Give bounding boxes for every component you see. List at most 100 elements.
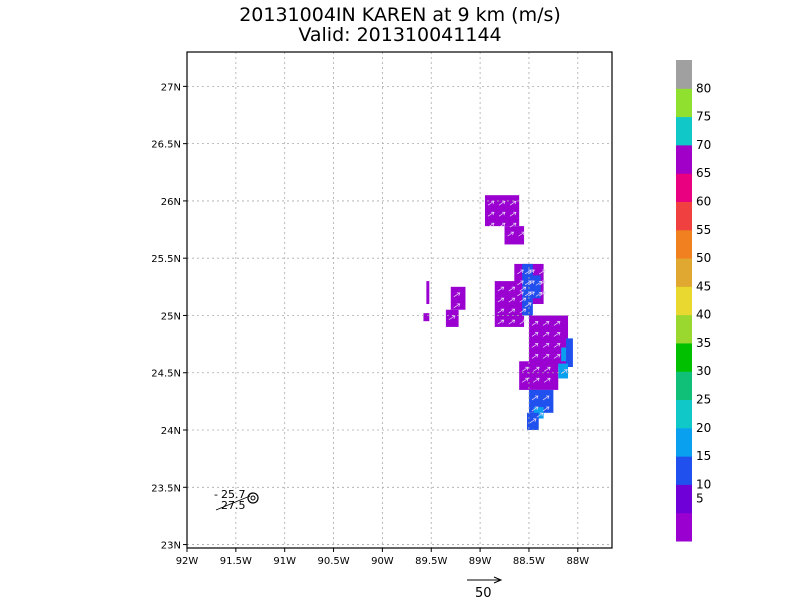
colorbar-swatch bbox=[676, 286, 692, 316]
wind-arrow bbox=[519, 297, 527, 303]
colorbar-label: 15 bbox=[696, 449, 711, 463]
colorbar-swatch bbox=[676, 371, 692, 401]
x-tick-label: 91W bbox=[273, 556, 296, 567]
wind-arrow bbox=[509, 222, 517, 228]
wind-cell-9 bbox=[532, 275, 541, 299]
wind-arrow bbox=[543, 366, 551, 372]
wind-arrow bbox=[517, 291, 524, 297]
grid-lines bbox=[186, 52, 612, 548]
wind-arrow bbox=[531, 332, 539, 337]
x-tick-label: 91.5W bbox=[220, 556, 252, 567]
wind-arrow bbox=[517, 269, 524, 275]
colorbar-label: 10 bbox=[696, 477, 711, 491]
x-tick-label: 92W bbox=[176, 556, 199, 567]
wind-arrow bbox=[553, 343, 561, 348]
colorbar: 510 15 20 25 30 35 40 45 50 55 60 65 70 75 80 bbox=[676, 60, 711, 542]
wind-arrow bbox=[497, 286, 505, 292]
colorbar-label: 5 bbox=[696, 492, 704, 506]
wind-arrow bbox=[528, 269, 535, 275]
x-tick-label: 90W bbox=[371, 556, 394, 567]
wind-arrow bbox=[519, 319, 527, 325]
wind-arrow bbox=[532, 366, 540, 372]
wind-arrow bbox=[542, 343, 550, 348]
x-tick-label: 90.5W bbox=[317, 556, 349, 567]
x-tick-label: 88.5W bbox=[513, 556, 545, 567]
colorbar-label: 60 bbox=[696, 194, 711, 208]
colorbar-swatch bbox=[676, 512, 692, 542]
wind-arrow bbox=[531, 354, 539, 359]
wind-arrow bbox=[553, 354, 561, 359]
wind-arrow bbox=[529, 418, 537, 424]
storm-track-line bbox=[215, 495, 251, 511]
wind-arrow bbox=[497, 308, 505, 314]
wind-arrow bbox=[531, 406, 539, 412]
wind-cell-12 bbox=[566, 338, 573, 368]
colorbar-swatch bbox=[676, 116, 692, 146]
wind-cell-2 bbox=[426, 281, 430, 305]
x-tick-label: 89W bbox=[469, 556, 492, 567]
wind-cell-4 bbox=[450, 286, 466, 310]
colorbar-swatch bbox=[676, 60, 692, 89]
y-tick-label: 26.5N bbox=[151, 140, 181, 151]
wind-arrow bbox=[542, 406, 550, 412]
wind-arrow bbox=[509, 200, 517, 206]
plot-title: 20131004IN KAREN at 9 km (m/s) bbox=[239, 4, 561, 26]
colorbar-swatch bbox=[676, 399, 692, 429]
wind-cell-11 bbox=[519, 361, 559, 390]
wind-arrow bbox=[528, 280, 535, 286]
wind-arrow bbox=[531, 321, 539, 326]
colorbar-swatch bbox=[676, 484, 692, 514]
colorbar-label: 65 bbox=[696, 166, 711, 180]
wind-cell-5 bbox=[445, 309, 459, 327]
colorbar-swatch bbox=[676, 342, 692, 372]
wind-cell-13 bbox=[561, 347, 567, 362]
y-tick-label: 25N bbox=[161, 311, 181, 322]
wind-arrow bbox=[453, 303, 461, 309]
wind-arrow bbox=[509, 211, 517, 217]
wind-cell-14 bbox=[558, 363, 569, 379]
wind-arrow bbox=[553, 332, 561, 337]
colorbar-label: 45 bbox=[696, 279, 711, 293]
colorbar-label: 55 bbox=[696, 223, 711, 237]
wind-arrow bbox=[517, 280, 524, 286]
wind-arrow bbox=[536, 412, 544, 418]
colorbar-label: 50 bbox=[696, 251, 711, 265]
wind-arrow bbox=[539, 280, 546, 286]
wind-arrow bbox=[448, 315, 456, 321]
x-tick-label: 89.5W bbox=[415, 556, 447, 567]
x-tick-label: 88W bbox=[566, 556, 589, 567]
wind-cell-17 bbox=[527, 412, 539, 431]
wind-cell-0 bbox=[484, 195, 520, 227]
storm-lat-value: 25.7 bbox=[221, 488, 246, 501]
colorbar-swatch bbox=[676, 427, 692, 457]
colorbar-label: 25 bbox=[696, 393, 711, 407]
wind-arrow bbox=[508, 286, 516, 292]
wind-arrow bbox=[543, 377, 551, 383]
storm-lat-label: - bbox=[214, 488, 218, 501]
wind-arrow bbox=[487, 222, 495, 228]
wind-arrow bbox=[535, 292, 543, 297]
wind-arrow bbox=[524, 291, 532, 297]
colorbar-swatch bbox=[676, 456, 692, 485]
reference-vector: 50 bbox=[467, 576, 503, 600]
x-axis-ticks: 92W 91.5W 91W 90.5W 90W 89.5W 89W 88.5W 88W bbox=[176, 548, 589, 567]
wind-arrow bbox=[535, 281, 543, 286]
plot-frame bbox=[186, 51, 613, 549]
reference-vector-label: 50 bbox=[475, 586, 492, 600]
wind-arrow bbox=[542, 354, 550, 359]
wind-arrow bbox=[553, 321, 561, 326]
wind-arrow bbox=[498, 222, 506, 228]
y-tick-label: 23.5N bbox=[151, 483, 181, 494]
wind-arrow bbox=[519, 308, 527, 314]
wind-arrow bbox=[521, 366, 529, 372]
wind-arrow bbox=[561, 369, 568, 374]
wind-arrow bbox=[524, 302, 532, 308]
wind-arrow bbox=[498, 200, 506, 206]
colorbar-label: 35 bbox=[696, 336, 711, 350]
storm-center: - 25.7 27.5 bbox=[214, 488, 259, 512]
wind-arrow bbox=[524, 269, 532, 275]
colorbar-swatch bbox=[676, 258, 692, 287]
wind-arrows-layer bbox=[448, 200, 568, 424]
wind-arrow bbox=[508, 319, 516, 325]
